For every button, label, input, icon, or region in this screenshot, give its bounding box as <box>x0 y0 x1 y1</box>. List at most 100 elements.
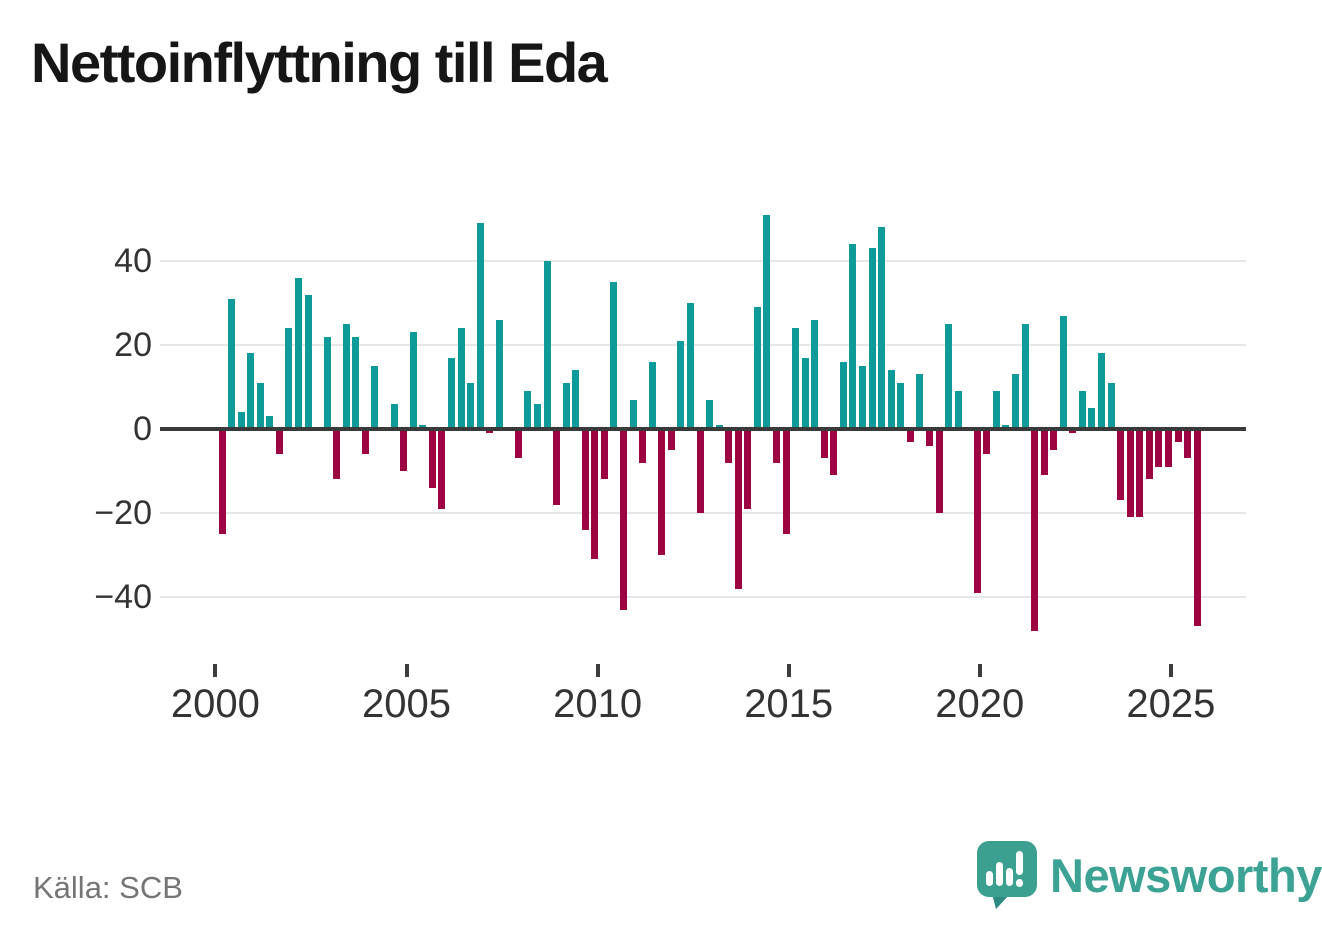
bar-2006-q2 <box>457 328 465 429</box>
bar-2014-q4 <box>782 429 790 534</box>
bar-2024-q1 <box>1136 429 1144 518</box>
chart-title: Nettoinflyttning till Eda <box>31 31 608 94</box>
y-tick-label-40: 40 <box>114 242 152 280</box>
bar-2022-q1 <box>1059 315 1067 429</box>
bar-2012-q2 <box>686 303 694 429</box>
bar-2022-q3 <box>1078 391 1086 429</box>
bar-2008-q3 <box>543 261 551 429</box>
bar-2020-q4 <box>1011 374 1019 429</box>
bar-2009-q1 <box>562 382 570 429</box>
bar-2004-q3 <box>390 403 398 429</box>
bar-2012-q4 <box>706 399 714 429</box>
bar-2025-q1 <box>1174 429 1182 442</box>
bar-2021-q4 <box>1050 429 1058 450</box>
bar-2015-q4 <box>820 429 828 459</box>
bar-2009-q2 <box>572 370 580 429</box>
bar-2005-q3 <box>428 429 436 488</box>
bar-2006-q1 <box>447 357 455 429</box>
bar-2002-q1 <box>294 277 302 429</box>
bar-2001-q3 <box>275 429 283 455</box>
bar-2010-q1 <box>600 429 608 480</box>
bar-2016-q1 <box>830 429 838 476</box>
bar-2024-q3 <box>1155 429 1163 467</box>
bar-2012-q3 <box>696 429 704 513</box>
bar-2013-q1 <box>715 424 723 429</box>
gridline--40 <box>160 596 1246 598</box>
x-tick-label-2010: 2010 <box>553 682 643 726</box>
bar-2014-q3 <box>772 429 780 463</box>
bar-2007-q2 <box>495 319 503 429</box>
x-tick-2020 <box>977 664 982 677</box>
bar-2018-q2 <box>916 374 924 429</box>
bar-2008-q2 <box>533 403 541 429</box>
bar-2007-q1 <box>486 429 494 434</box>
x-tick-label-2025: 2025 <box>1126 682 1216 726</box>
bar-2012-q1 <box>677 340 685 429</box>
source-label: Källa: SCB <box>33 870 183 905</box>
bar-2017-q1 <box>868 248 876 429</box>
bar-2005-q2 <box>419 424 427 429</box>
bar-2007-q4 <box>514 429 522 459</box>
bar-2002-q2 <box>304 294 312 429</box>
y-tick-label--20: −20 <box>94 494 152 532</box>
bar-2018-q3 <box>925 429 933 446</box>
bar-2025-q3 <box>1193 429 1201 627</box>
bar-2020-q2 <box>992 391 1000 429</box>
bar-2014-q1 <box>753 307 761 429</box>
bar-2000-q3 <box>237 412 245 429</box>
bar-2016-q3 <box>849 244 857 429</box>
x-tick-label-2020: 2020 <box>935 682 1025 726</box>
x-tick-2025 <box>1168 664 1173 677</box>
bar-2010-q2 <box>610 282 618 429</box>
bar-2024-q4 <box>1164 429 1172 467</box>
bar-2010-q4 <box>629 399 637 429</box>
x-tick-2010 <box>595 664 600 677</box>
x-tick-label-2000: 2000 <box>170 682 260 726</box>
bar-2011-q3 <box>658 429 666 555</box>
bar-2004-q4 <box>400 429 408 471</box>
bar-2013-q2 <box>725 429 733 463</box>
bar-2013-q3 <box>734 429 742 589</box>
bar-2016-q2 <box>839 361 847 429</box>
zero-axis-line <box>160 427 1246 431</box>
bar-2017-q3 <box>887 370 895 429</box>
bar-2021-q1 <box>1021 324 1029 429</box>
gridline-40 <box>160 260 1246 262</box>
x-tick-label-2005: 2005 <box>362 682 451 726</box>
x-tick-2005 <box>404 664 409 677</box>
bar-2019-q1 <box>945 324 953 429</box>
bar-2025-q2 <box>1184 429 1192 459</box>
gridline--20 <box>160 512 1246 514</box>
bar-2000-q2 <box>228 298 236 429</box>
bar-2014-q2 <box>763 214 771 429</box>
bar-2001-q4 <box>285 328 293 429</box>
bar-2018-q1 <box>906 429 914 442</box>
bar-2020-q1 <box>983 429 991 455</box>
bar-2011-q1 <box>639 429 647 463</box>
newsworthy-logo[interactable]: Newsworthy <box>976 840 1322 910</box>
bar-2010-q3 <box>620 429 628 610</box>
bar-2000-q1 <box>218 429 226 534</box>
y-tick-label-0: 0 <box>133 410 152 448</box>
bar-2008-q1 <box>524 391 532 429</box>
x-tick-label-2015: 2015 <box>744 682 834 726</box>
bar-2020-q3 <box>1002 424 1010 429</box>
x-tick-2015 <box>786 664 791 677</box>
bar-2003-q3 <box>352 336 360 429</box>
bar-2019-q2 <box>954 391 962 429</box>
bar-2011-q4 <box>667 429 675 450</box>
bar-2003-q1 <box>333 429 341 480</box>
bar-2023-q3 <box>1117 429 1125 501</box>
bar-2023-q2 <box>1107 382 1115 429</box>
bar-2008-q4 <box>553 429 561 505</box>
bar-2000-q4 <box>247 353 255 429</box>
bar-2015-q1 <box>792 328 800 429</box>
bar-2018-q4 <box>935 429 943 513</box>
bar-2021-q2 <box>1031 429 1039 631</box>
bar-2017-q4 <box>897 382 905 429</box>
bar-2015-q2 <box>801 357 809 429</box>
bar-2017-q2 <box>878 227 886 429</box>
bar-2006-q3 <box>467 382 475 429</box>
bar-2022-q2 <box>1069 429 1077 434</box>
